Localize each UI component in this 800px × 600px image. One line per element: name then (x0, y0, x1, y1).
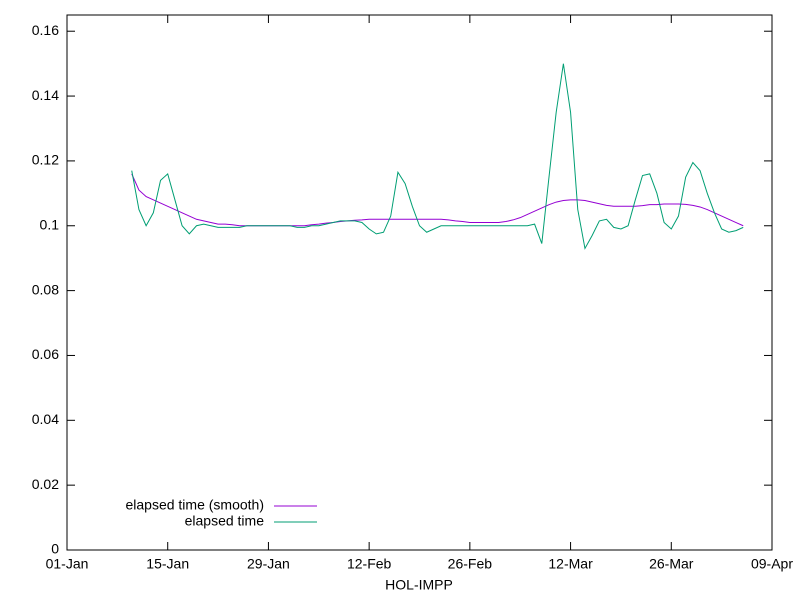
data-line (131, 173, 744, 227)
data-line (131, 63, 744, 250)
y-tick-label: 0.14 (32, 87, 59, 103)
y-tick-label: 0.02 (32, 476, 59, 492)
x-tick-label: 26-Mar (649, 556, 694, 572)
x-tick-label: 01-Jan (46, 556, 89, 572)
plot-frame (66, 14, 773, 551)
x-tick-label: 12-Feb (347, 556, 392, 572)
legend-label: elapsed time (185, 513, 265, 529)
x-tick-label: 15-Jan (146, 556, 189, 572)
y-tick-label: 0.1 (40, 216, 60, 232)
x-tick-label: 09-Apr (751, 556, 793, 572)
y-tick-label: 0.08 (32, 281, 59, 297)
y-tick-label: 0 (51, 541, 59, 557)
x-tick-label: 26-Feb (448, 556, 493, 572)
x-tick-label: 12-Mar (548, 556, 593, 572)
legend-label: elapsed time (smooth) (125, 497, 264, 513)
y-tick-label: 0.16 (32, 22, 59, 38)
y-tick-label: 0.04 (32, 411, 59, 427)
y-tick-label: 0.06 (32, 346, 59, 362)
x-tick-label: 29-Jan (247, 556, 290, 572)
y-tick-label: 0.12 (32, 152, 59, 168)
x-axis-label: HOL-IMPP (385, 577, 453, 593)
